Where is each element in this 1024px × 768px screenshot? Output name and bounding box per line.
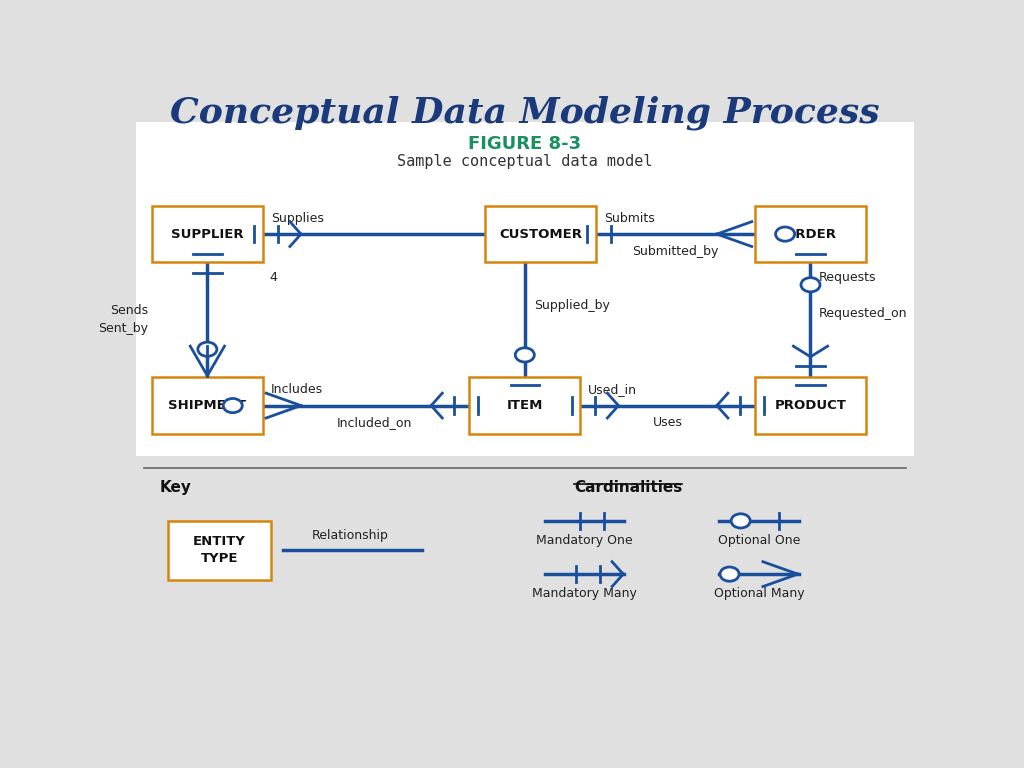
Text: Optional Many: Optional Many [714,587,804,600]
Circle shape [775,227,795,241]
Circle shape [223,399,243,412]
Circle shape [720,567,739,581]
Text: ORDER: ORDER [784,227,837,240]
FancyBboxPatch shape [168,521,270,580]
Text: 4: 4 [269,271,278,284]
Text: Submitted_by: Submitted_by [633,245,719,258]
Text: Sample conceptual data model: Sample conceptual data model [397,154,652,170]
Text: ENTITY
TYPE: ENTITY TYPE [193,535,246,565]
Text: Mandatory Many: Mandatory Many [531,587,637,600]
Text: Supplies: Supplies [270,212,324,224]
Text: PRODUCT: PRODUCT [774,399,847,412]
Text: FIGURE 8-3: FIGURE 8-3 [468,135,582,153]
FancyBboxPatch shape [136,121,913,456]
FancyBboxPatch shape [469,378,581,434]
FancyBboxPatch shape [152,206,263,262]
Text: Cardinalities: Cardinalities [573,479,682,495]
Text: CUSTOMER: CUSTOMER [499,227,583,240]
Text: Included_on: Included_on [336,416,412,429]
Text: Relationship: Relationship [311,528,389,541]
Text: Sends: Sends [110,304,147,317]
Text: Conceptual Data Modeling Process: Conceptual Data Modeling Process [170,95,880,130]
Text: Optional One: Optional One [718,534,800,547]
Text: Mandatory One: Mandatory One [536,534,633,547]
FancyBboxPatch shape [755,378,866,434]
Text: Includes: Includes [270,383,323,396]
FancyBboxPatch shape [485,206,596,262]
Circle shape [731,514,751,528]
Text: Sent_by: Sent_by [98,323,147,335]
FancyBboxPatch shape [755,206,866,262]
Text: ITEM: ITEM [507,399,543,412]
Text: SHIPMENT: SHIPMENT [168,399,247,412]
Text: Used_in: Used_in [588,383,637,396]
Text: SUPPLIER: SUPPLIER [171,227,244,240]
Text: Submits: Submits [604,212,655,224]
Text: Requested_on: Requested_on [818,307,907,320]
Circle shape [515,348,535,362]
Text: Supplied_by: Supplied_by [535,300,610,313]
Circle shape [198,342,217,356]
FancyBboxPatch shape [152,378,263,434]
Text: Key: Key [160,479,191,495]
Circle shape [801,278,820,292]
Text: Uses: Uses [652,416,683,429]
Text: Requests: Requests [818,271,876,284]
